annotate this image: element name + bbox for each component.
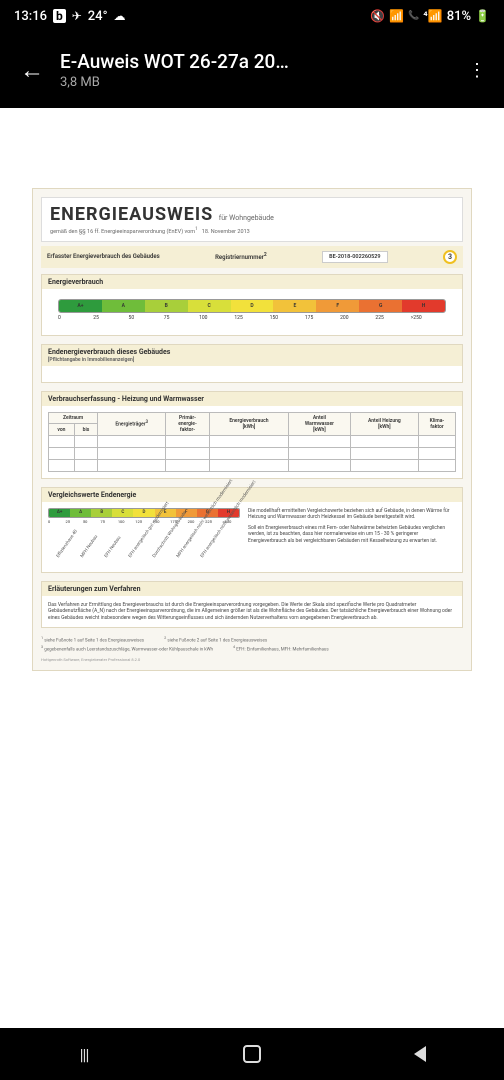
scale-segment-D: D [133, 509, 154, 517]
compare-label: MFH Neubau [80, 534, 99, 558]
vowifi-icon: 📞 [408, 11, 419, 21]
th-ww: Anteil Warmwasser [kWh] [288, 412, 350, 435]
status-bar: 13:16 b ✈ 24° ☁ 🔇 📶 📞 ⁴📶 81% 🔋 [0, 0, 504, 32]
doc-subtitle: für Wohngebäude [219, 214, 274, 222]
doc-title: ENERGIEAUSWEIS [50, 204, 213, 225]
file-title: E-Auweis WOT 26-27a 20… [60, 50, 458, 73]
more-menu-button[interactable]: ⋮ [458, 60, 494, 81]
energy-scale-large: A+ABCDEFGH 0255075100125150175200225>250 [48, 295, 456, 329]
signal-icon: ⁴📶 [423, 9, 442, 23]
scale-segment-B: B [91, 509, 112, 517]
weather-temp: 24° [88, 9, 108, 24]
explain-title: Erläuterungen zum Verfahren [42, 582, 462, 596]
reg-number: BE-2018-002260529 [322, 251, 387, 263]
file-size: 3,8 MB [60, 75, 458, 90]
table-row [49, 447, 456, 459]
app-bar: ← E-Auweis WOT 26-27a 20… 3,8 MB ⋮ [0, 32, 504, 108]
document-page: ENERGIEAUSWEIS für Wohngebäude gemäß den… [32, 188, 472, 671]
compare-scale-block: A+ABCDEFGH 0255075100125150175200225>250… [48, 508, 240, 566]
consumption-table: Zeitraum Energieträger3 Primär- energie-… [48, 412, 456, 472]
registration-row: Erfasster Energieverbrauch des Gebäudes … [41, 246, 463, 268]
th-klima: Klima- faktor [418, 412, 455, 435]
section-energieverbrauch: Energieverbrauch A+ABCDEFGH 025507510012… [41, 274, 463, 336]
nav-recent-button[interactable]: ||| [73, 1043, 95, 1065]
back-button[interactable]: ← [10, 56, 54, 85]
battery-icon: 🔋 [475, 9, 490, 23]
telegram-icon: ✈ [72, 9, 82, 23]
footnotes: 1 siehe Fußnote 1 auf Seite 1 des Energi… [41, 636, 463, 654]
section-compare: Vergleichswerte Endenergie A+ABCDEFGH 02… [41, 487, 463, 573]
th-zeitraum: Zeitraum [49, 412, 98, 424]
th-traeger: Energieträger3 [98, 412, 166, 435]
battery-pct: 81% [447, 9, 471, 24]
captured-label: Erfasster Energieverbrauch des Gebäudes [47, 253, 160, 260]
wifi-icon: 📶 [389, 9, 404, 23]
compare-label: EFH Neubau [104, 535, 122, 558]
end-title: Endenergieverbrauch dieses Gebäudes [Pfl… [42, 345, 462, 366]
scale-segment-B: B [145, 300, 188, 312]
th-primfaktor: Primär- energie- faktor- [166, 412, 210, 435]
scale-segment-A+: A+ [59, 300, 102, 312]
title-block: E-Auweis WOT 26-27a 20… 3,8 MB [60, 50, 458, 90]
status-right: 🔇 📶 📞 ⁴📶 81% 🔋 [370, 9, 490, 24]
status-left: 13:16 b ✈ 24° ☁ [14, 9, 126, 24]
scale-segment-E: E [273, 300, 316, 312]
mute-icon: 🔇 [370, 9, 385, 23]
document-viewport[interactable]: ENERGIEAUSWEIS für Wohngebäude gemäß den… [0, 108, 504, 1028]
scale-segment-A: A [102, 300, 145, 312]
scale-segment-C: C [112, 509, 133, 517]
scale-segment-H: H [402, 300, 445, 312]
doc-header: ENERGIEAUSWEIS für Wohngebäude gemäß den… [41, 197, 463, 242]
weather-icon: ☁ [114, 9, 126, 23]
page-number: 3 [443, 250, 457, 264]
scale-segment-D: D [231, 300, 274, 312]
table-row [49, 459, 456, 471]
compare-label: Effizienzhaus 40 [56, 529, 79, 559]
nav-home-button[interactable] [241, 1043, 263, 1065]
section-title-verbrauch: Energieverbrauch [42, 275, 462, 289]
section-endenergie: Endenergieverbrauch dieses Gebäudes [Pfl… [41, 344, 463, 383]
th-bis: bis [74, 424, 97, 436]
app-icon-b: b [53, 9, 66, 23]
scale-segment-F: F [316, 300, 359, 312]
scale-segment-A+: A+ [49, 509, 70, 517]
explain-text: Das Verfahren zur Ermittlung des Energie… [48, 602, 456, 622]
section-table: Verbrauchserfassung - Heizung und Warmwa… [41, 391, 463, 479]
doc-law: gemäß den §§ 16 ff. Energieeinsparverord… [50, 227, 454, 235]
scale-segment-C: C [188, 300, 231, 312]
table-title: Verbrauchserfassung - Heizung und Warmwa… [42, 392, 462, 406]
th-verbrauch: Energieverbrauch [kWh] [209, 412, 288, 435]
nav-back-button[interactable] [409, 1043, 431, 1065]
software-credit: Hottgenroth Software, Energieberater Pro… [41, 657, 463, 662]
table-row [49, 435, 456, 447]
section-explain: Erläuterungen zum Verfahren Das Verfahre… [41, 581, 463, 629]
th-von: von [49, 424, 75, 436]
compare-text: Die modellhaft ermittelten Vergleichswer… [248, 508, 456, 566]
th-hz: Anteil Heizung [kWh] [350, 412, 418, 435]
reg-label: Registriernummer2 [215, 252, 267, 261]
android-nav-bar: ||| [0, 1028, 504, 1080]
scale-segment-G: G [359, 300, 402, 312]
clock: 13:16 [14, 9, 47, 24]
scale-segment-A: A [70, 509, 91, 517]
